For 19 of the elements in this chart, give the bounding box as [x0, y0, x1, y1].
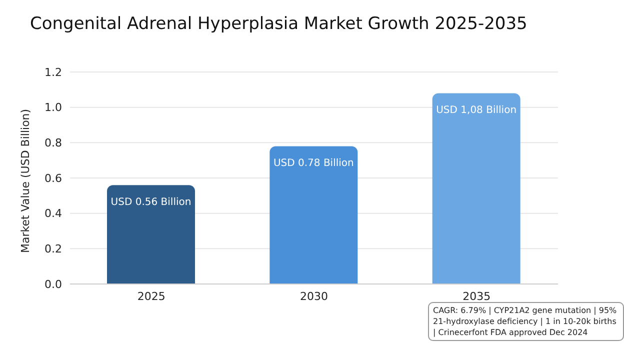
x-tick-label: 2025	[137, 290, 166, 303]
y-axis-title: Market Value (USD Billion)	[18, 108, 32, 253]
y-tick-label: 0.0	[44, 278, 62, 291]
x-tick-label: 2030	[300, 290, 328, 303]
data-label: USD 0.78 Billion	[273, 158, 354, 170]
y-tick-label: 1.0	[44, 101, 62, 114]
y-tick-label: 0.4	[44, 207, 62, 220]
y-tick-label: 0.2	[44, 242, 62, 256]
y-tick-label: 0.6	[44, 172, 62, 185]
chart-title: Congenital Adrenal Hyperplasia Market Growth 2025-2035	[30, 14, 528, 34]
data-label: USD 0.56 Billion	[110, 197, 192, 208]
text: CAGR: 6.79% | CYP21A2 gene mutation | 95% 21-hydroxylase deficiency | 1 in 10-20k births | Crinecerfont FDA approved Dec 2024	[428, 302, 624, 341]
data-label: USD 1,08 Billion	[436, 105, 517, 116]
x-tick-label: 2035	[462, 290, 491, 303]
y-tick-label: 1.2	[44, 66, 62, 79]
bar	[107, 185, 195, 284]
y-tick-label: 0.8	[44, 136, 62, 150]
bar	[432, 93, 520, 284]
bar	[270, 146, 358, 284]
